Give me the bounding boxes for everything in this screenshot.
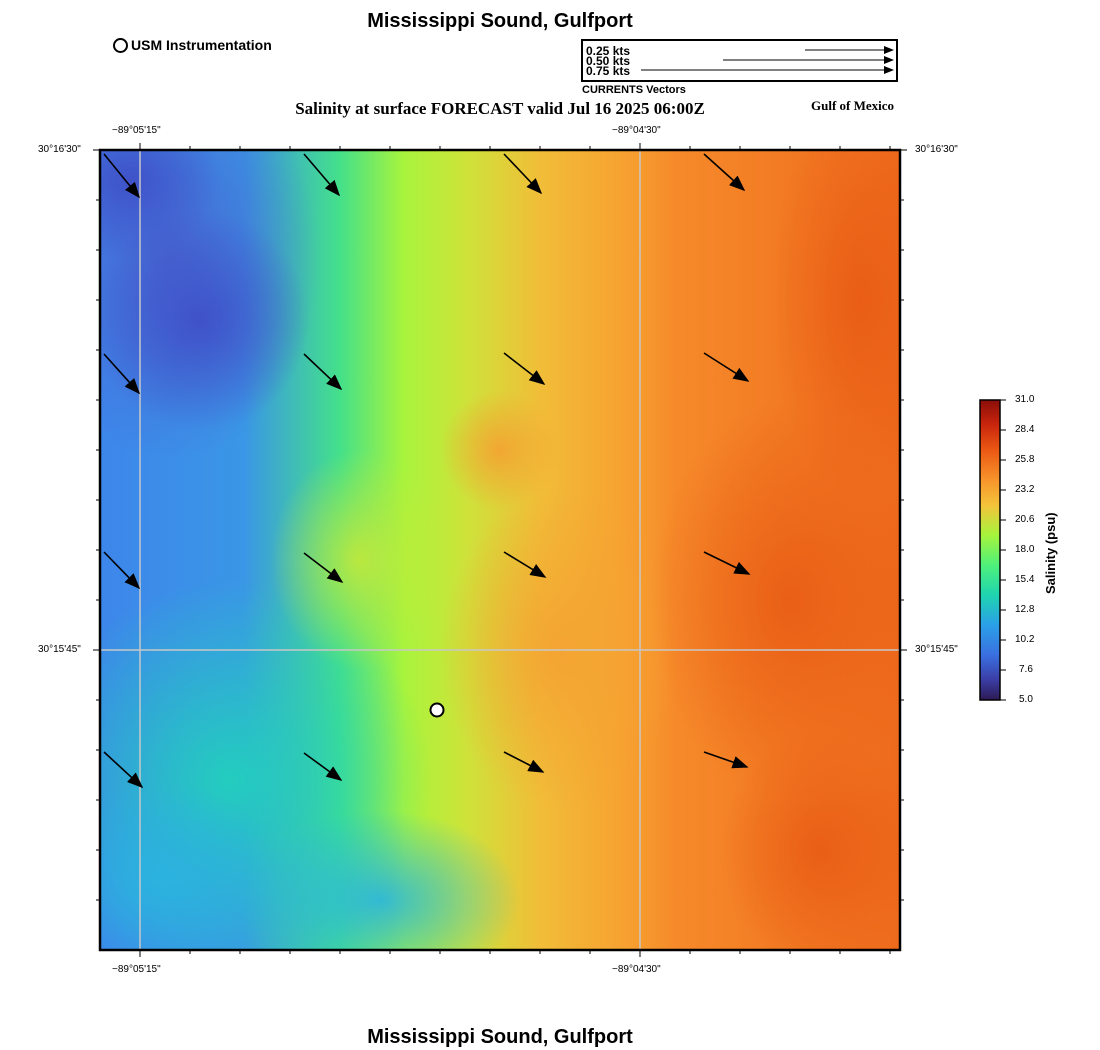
graticule	[100, 150, 900, 950]
lat-label-right: 30°16'30"	[915, 144, 958, 155]
colorbar-tick-label: 25.8	[1015, 454, 1035, 465]
colorbar-title: Salinity (psu)	[1043, 512, 1058, 594]
region-label: Gulf of Mexico	[811, 98, 895, 113]
current-vector	[303, 353, 343, 391]
lon-label-top: −89°04'30"	[612, 125, 661, 136]
vector-scale-arrows	[641, 46, 894, 74]
colorbar-tick-label: 5.0	[1019, 694, 1033, 705]
current-vector	[503, 352, 546, 385]
current-vector	[703, 153, 746, 192]
colorbar-tick-label: 15.4	[1015, 574, 1035, 585]
lon-label-top: −89°05'15"	[112, 125, 161, 136]
colorbar-tick-label: 7.6	[1019, 664, 1033, 675]
colorbar-tick-label: 20.6	[1015, 514, 1035, 525]
vector-scale-legend: 0.25 kts 0.50 kts 0.75 kts	[581, 39, 898, 82]
usm-station-marker[interactable]	[429, 702, 445, 718]
frame-ticks	[93, 143, 907, 957]
vector-scale-label: 0.75 kts	[586, 64, 631, 78]
current-vector	[303, 752, 343, 781]
current-vector	[703, 751, 749, 769]
current-vector	[703, 352, 750, 382]
current-vector	[303, 153, 341, 197]
map-title: Mississippi Sound, Gulfport	[367, 10, 633, 32]
current-vectors	[103, 153, 751, 789]
map-subtitle: Salinity at surface FORECAST valid Jul 1…	[295, 99, 705, 118]
vector-caption: CURRENTS Vectors	[582, 84, 686, 96]
current-vector	[103, 153, 141, 199]
current-vector	[503, 551, 547, 578]
colorbar-tick-label: 12.8	[1015, 604, 1035, 615]
current-vector	[703, 551, 751, 575]
current-vector	[503, 751, 545, 773]
colorbar-tick-label: 28.4	[1015, 424, 1035, 435]
colorbar-tick-label: 31.0	[1015, 394, 1035, 405]
station-legend-label: USM Instrumentation	[131, 37, 272, 53]
station-legend: USM Instrumentation	[113, 37, 272, 53]
lon-label-bottom: −89°05'15"	[112, 964, 161, 975]
current-vector	[503, 153, 543, 195]
current-vector	[103, 751, 144, 789]
lat-label-right: 30°15'45"	[915, 644, 958, 655]
current-vector	[103, 551, 141, 590]
vector-scale-label: 0.50 kts	[586, 54, 631, 68]
colorbar-tick-label: 18.0	[1015, 544, 1035, 555]
colorbar-ticks	[1000, 399, 1006, 701]
colorbar-tick-label: 23.2	[1015, 484, 1035, 495]
colorbar-tick-label: 10.2	[1015, 634, 1035, 645]
current-vector	[103, 353, 141, 395]
current-vector	[303, 552, 344, 583]
colorbar	[979, 399, 1001, 701]
station-marker-icon	[113, 37, 128, 53]
lat-label-left: 30°15'45"	[38, 644, 81, 655]
vector-scale-label: 0.25 kts	[586, 44, 631, 58]
lon-label-bottom: −89°04'30"	[612, 964, 661, 975]
lat-label-left: 30°16'30"	[38, 144, 81, 155]
map-bottom-title: Mississippi Sound, Gulfport	[367, 1026, 633, 1048]
